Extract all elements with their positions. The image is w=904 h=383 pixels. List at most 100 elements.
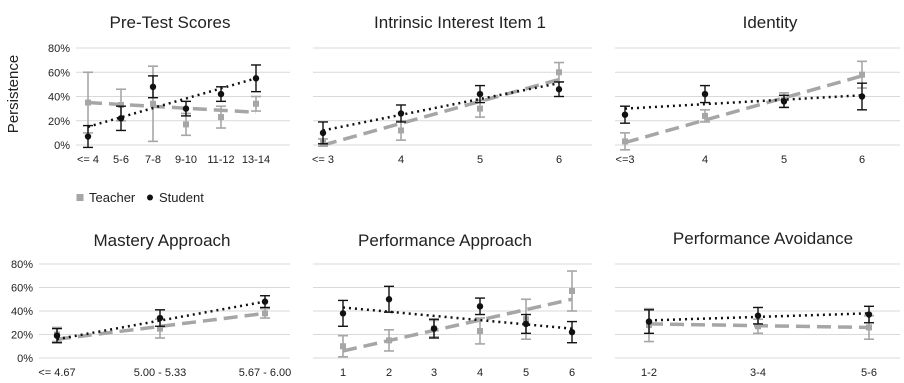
- series-teacher: [83, 65, 261, 143]
- x-tick-label: 6: [859, 154, 865, 166]
- x-tick-label: <= 4.67: [38, 367, 75, 379]
- y-tick-label: 60%: [48, 67, 70, 79]
- chart-panel-6: 1-2 3-4 5-6 Performance Avoidance: [615, 229, 900, 379]
- trend-line: [342, 297, 573, 353]
- data-point: [386, 337, 392, 344]
- legend-marker-circle: [147, 194, 153, 201]
- data-point: [865, 311, 873, 318]
- data-point: [866, 324, 872, 331]
- trend-line: [624, 94, 863, 110]
- x-tick-label: 5-6: [113, 154, 129, 166]
- x-tick-label: 13-14: [242, 154, 270, 166]
- series-teacher: [52, 307, 270, 343]
- x-tick-label: 9-10: [175, 154, 197, 166]
- data-point: [339, 310, 347, 317]
- trend-line: [648, 312, 870, 322]
- data-point: [262, 310, 268, 317]
- legend-label: Teacher: [89, 190, 136, 205]
- data-point: [522, 320, 530, 328]
- legend: Teacher Student: [76, 190, 204, 205]
- data-point: [780, 98, 788, 105]
- chart-panel-4: 0% 20% 40% 60% 80% <= 4.67 5.00 - 5.33 5.67 - 6…: [11, 231, 291, 379]
- data-point: [398, 127, 404, 134]
- x-tick-label: 5.00 - 5.33: [134, 367, 187, 379]
- data-point: [397, 110, 405, 117]
- trend-line: [322, 81, 560, 132]
- chart-title: Performance Approach: [358, 231, 532, 250]
- data-point: [149, 83, 157, 91]
- data-point: [702, 112, 708, 119]
- series-teacher: [318, 61, 564, 148]
- series-student: [338, 285, 577, 344]
- y-tick-label: 60%: [11, 283, 33, 295]
- series-student: [318, 81, 564, 145]
- data-point: [253, 100, 259, 107]
- series-student: [52, 295, 270, 344]
- x-tick-label: 5.67 - 6.00: [239, 367, 292, 379]
- x-tick-label: 1: [340, 367, 346, 379]
- x-tick-label: 5: [781, 154, 787, 166]
- chart-title: Intrinsic Interest Item 1: [374, 13, 546, 32]
- legend-label: Student: [159, 190, 204, 205]
- chart-title: Mastery Approach: [93, 231, 230, 250]
- data-point: [476, 303, 484, 310]
- x-tick-label: 5-6: [861, 367, 877, 379]
- y-axis-label: Persistence: [5, 55, 22, 133]
- data-point: [568, 328, 576, 336]
- data-point: [117, 115, 125, 122]
- y-tick-label: 40%: [11, 306, 33, 318]
- x-tick-label: 7-8: [145, 154, 161, 166]
- x-tick-label: 11-12: [207, 154, 234, 166]
- x-tick-label: <= 4: [77, 154, 99, 166]
- trend-line: [87, 100, 257, 115]
- data-point: [157, 325, 163, 332]
- data-point: [319, 129, 327, 137]
- x-tick-label: 1-2: [641, 367, 657, 379]
- x-tick-label: 2: [386, 367, 392, 379]
- data-point: [755, 323, 761, 330]
- trend-line: [87, 77, 257, 129]
- x-tick-label: 4: [477, 367, 483, 379]
- data-point: [252, 75, 260, 82]
- chart-title: Performance Avoidance: [673, 229, 853, 248]
- data-point: [621, 111, 629, 118]
- legend-item-teacher: Teacher: [76, 190, 136, 205]
- data-point: [183, 121, 189, 128]
- data-point: [84, 133, 92, 140]
- x-tick-label: 3: [431, 367, 437, 379]
- data-point: [622, 138, 628, 145]
- x-tick-label: 4: [702, 154, 708, 166]
- data-point: [53, 332, 61, 339]
- data-point: [182, 105, 190, 112]
- data-point: [150, 100, 156, 107]
- data-point: [430, 325, 438, 332]
- legend-item-student: Student: [147, 190, 204, 205]
- chart-panel-2: <= 3 4 5 6 Intrinsic Interest Item 1: [312, 13, 592, 166]
- x-tick-label: <= 3: [312, 154, 334, 166]
- data-point: [645, 318, 653, 325]
- x-tick-label: 3-4: [750, 367, 766, 379]
- x-tick-label: 5: [523, 367, 529, 379]
- x-tick-label: <=3: [616, 154, 635, 166]
- data-point: [858, 93, 866, 100]
- data-point: [701, 90, 709, 98]
- chart-panel-3: <=3 4 5 6 Identity: [615, 13, 900, 166]
- data-point: [477, 327, 483, 334]
- series-teacher: [620, 60, 867, 151]
- data-point: [85, 99, 91, 106]
- data-point: [385, 296, 393, 303]
- data-point: [477, 105, 483, 112]
- data-point: [569, 288, 575, 295]
- data-point: [261, 298, 269, 305]
- data-point: [476, 90, 484, 98]
- chart-title: Pre-Test Scores: [110, 13, 231, 32]
- chart-panel-1: 0% 20% 40% 60% 80% <= 4 5-6 7-8 9-10 11-12 13-14 Pr…: [48, 13, 290, 166]
- x-tick-label: 6: [569, 367, 575, 379]
- data-point: [118, 101, 124, 108]
- data-point: [340, 343, 346, 350]
- data-point: [156, 314, 164, 322]
- data-point: [859, 71, 865, 78]
- y-tick-label: 20%: [11, 330, 33, 342]
- x-tick-label: 5: [477, 154, 483, 166]
- x-tick-label: 6: [556, 154, 562, 166]
